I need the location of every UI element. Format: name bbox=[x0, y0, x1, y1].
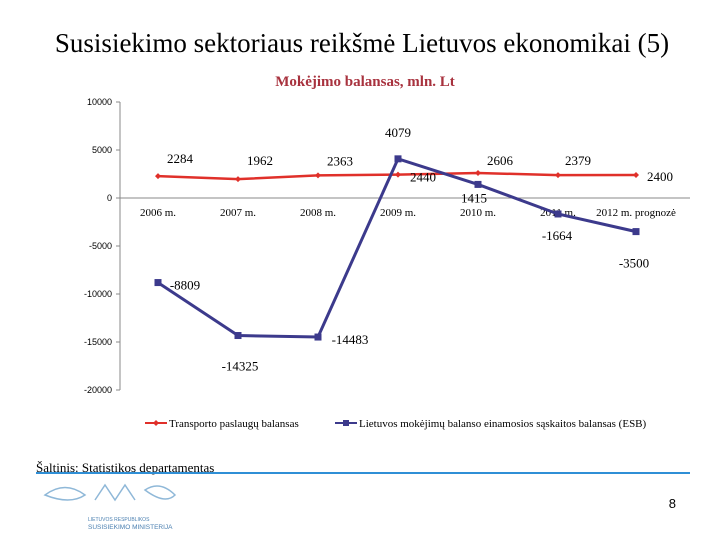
marker bbox=[234, 332, 242, 340]
marker bbox=[155, 173, 161, 180]
source: Šaltinis: Statistikos departamentas bbox=[36, 460, 214, 475]
legend-marker bbox=[153, 420, 159, 426]
marker bbox=[395, 171, 401, 178]
logo-shape bbox=[43, 486, 87, 501]
marker bbox=[154, 279, 162, 287]
data-label: -8809 bbox=[170, 278, 200, 293]
marker bbox=[554, 210, 562, 218]
logo-shape bbox=[143, 485, 177, 500]
x-tick-label: 2012 m. prognozė bbox=[596, 207, 676, 219]
y-tick-label: 10000 bbox=[87, 97, 112, 107]
y-tick-label: -20000 bbox=[84, 385, 112, 395]
logo-text: SUSISIEKIMO MINISTERIJA bbox=[88, 524, 173, 531]
marker bbox=[314, 333, 322, 341]
data-label: 2400 bbox=[647, 169, 673, 184]
y-tick-label: -10000 bbox=[84, 289, 112, 299]
data-label: 1962 bbox=[247, 153, 273, 168]
chart-title: Mokėjimo balansas, mln. Lt bbox=[275, 74, 455, 90]
data-label: -14483 bbox=[332, 332, 369, 347]
marker bbox=[394, 155, 402, 163]
y-tick-label: 0 bbox=[107, 193, 112, 203]
legend-label: Transporto paslaugų balansas bbox=[169, 418, 299, 430]
slide-title: Susisiekimo sektoriaus reikšmė Lietuvos … bbox=[55, 28, 669, 58]
series-line bbox=[157, 157, 637, 339]
marker bbox=[632, 228, 640, 236]
data-label: -14325 bbox=[222, 359, 259, 374]
y-tick-label: -15000 bbox=[84, 337, 112, 347]
data-label: 2363 bbox=[327, 153, 353, 168]
logo-shape bbox=[94, 483, 136, 502]
marker bbox=[235, 176, 241, 183]
marker bbox=[633, 171, 639, 178]
data-label: -3500 bbox=[619, 256, 649, 271]
marker bbox=[315, 172, 321, 179]
x-tick-label: 2009 m. bbox=[380, 207, 416, 219]
marker bbox=[555, 172, 561, 179]
data-label: 2440 bbox=[410, 170, 436, 185]
legend-label: Lietuvos mokėjimų balanso einamosios sąs… bbox=[359, 418, 647, 430]
x-tick-label: 2007 m. bbox=[220, 207, 256, 219]
x-tick-label: 2008 m. bbox=[300, 207, 336, 219]
data-label: -1664 bbox=[542, 228, 573, 243]
y-tick-label: -5000 bbox=[89, 241, 112, 251]
marker bbox=[475, 169, 481, 176]
logo-text: LIETUVOS RESPUBLIKOS bbox=[88, 517, 150, 523]
x-tick-label: 2006 m. bbox=[140, 207, 176, 219]
y-tick-label: 5000 bbox=[92, 145, 112, 155]
marker bbox=[474, 180, 482, 188]
data-label: 4079 bbox=[385, 125, 411, 140]
legend-marker bbox=[343, 420, 349, 426]
data-label: 1415 bbox=[461, 190, 487, 205]
page-number: 8 bbox=[669, 496, 676, 511]
x-tick-label: 2010 m. bbox=[460, 207, 496, 219]
logo bbox=[43, 483, 177, 502]
data-label: 2606 bbox=[487, 153, 514, 168]
data-label: 2379 bbox=[565, 153, 591, 168]
plot: -20000 -15000 -10000 -5000 0 5000 10000 2006 m.… bbox=[84, 97, 690, 430]
data-label: 2284 bbox=[167, 151, 194, 166]
